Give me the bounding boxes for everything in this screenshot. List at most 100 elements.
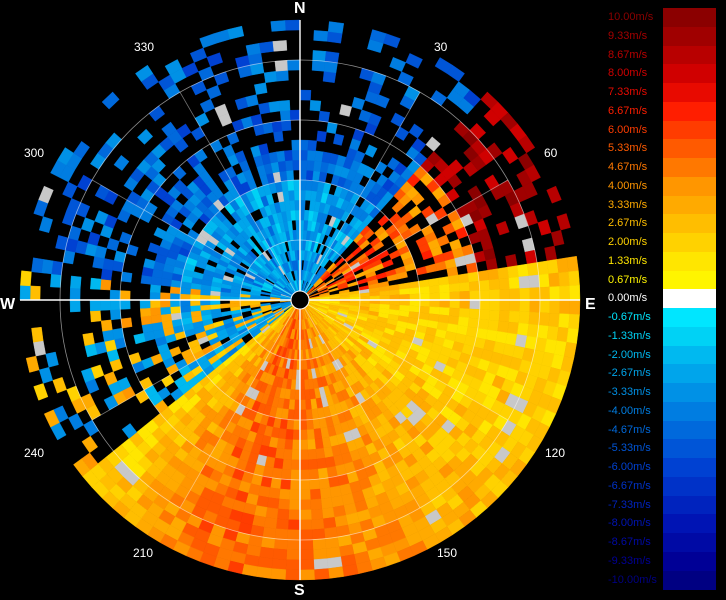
velocity-bin	[271, 120, 283, 133]
legend-swatch	[663, 176, 716, 196]
velocity-bin	[276, 508, 290, 520]
legend-label: 2.00m/s	[608, 236, 648, 248]
velocity-bin	[303, 379, 310, 391]
velocity-bin	[176, 123, 192, 139]
velocity-bin	[276, 150, 286, 162]
velocity-bin	[322, 517, 337, 529]
velocity-bin	[169, 299, 181, 308]
velocity-bin	[538, 312, 550, 327]
velocity-bin	[430, 90, 448, 107]
velocity-bin	[429, 299, 441, 308]
velocity-bin	[161, 121, 177, 138]
legend-swatch	[663, 8, 716, 27]
velocity-bin	[469, 299, 481, 310]
velocity-bin	[38, 367, 53, 384]
velocity-bin	[307, 140, 317, 152]
velocity-bin	[308, 468, 320, 480]
velocity-bin	[528, 274, 540, 289]
velocity-bin	[307, 448, 317, 460]
velocity-bin	[428, 277, 440, 287]
velocity-bin	[524, 164, 541, 183]
legend-swatch	[663, 570, 716, 590]
legend-swatch	[663, 401, 716, 421]
velocity-bin	[508, 310, 520, 324]
velocity-bin	[295, 379, 301, 391]
velocity-bin	[209, 303, 221, 310]
velocity-bin	[509, 288, 521, 301]
velocity-bin	[209, 299, 221, 305]
legend-swatch	[663, 458, 716, 477]
velocity-bin	[312, 418, 321, 430]
velocity-bin	[274, 528, 289, 540]
velocity-bin	[45, 351, 59, 368]
velocity-bin	[468, 308, 480, 320]
velocity-bin	[517, 263, 529, 278]
velocity-bin	[120, 317, 133, 329]
velocity-bin	[148, 105, 166, 122]
velocity-bin	[367, 113, 382, 127]
velocity-bin	[240, 307, 252, 313]
velocity-bin	[548, 272, 560, 288]
legend-label: 0.67m/s	[608, 273, 648, 286]
legend-label: 3.33m/s	[608, 198, 648, 211]
legend-swatch	[663, 383, 716, 402]
velocity-bin	[80, 217, 95, 233]
velocity-bin	[313, 30, 329, 42]
velocity-bin	[439, 307, 451, 316]
azimuth-spoke	[299, 179, 509, 301]
velocity-bin	[159, 299, 171, 308]
velocity-bin	[485, 258, 498, 271]
velocity-bin	[459, 290, 471, 301]
velocity-bin	[226, 131, 240, 145]
velocity-bin	[179, 299, 191, 307]
velocity-bin	[294, 199, 301, 211]
velocity-bin	[507, 265, 520, 279]
velocity-bin	[308, 458, 318, 470]
velocity-bin	[409, 287, 421, 295]
legend-label: -6.67m/s	[608, 479, 651, 492]
velocity-bin	[379, 290, 391, 297]
velocity-bin	[299, 529, 313, 541]
velocity-bin	[70, 275, 82, 289]
velocity-bin	[457, 273, 470, 284]
velocity-bin	[299, 149, 309, 161]
velocity-bin	[100, 319, 113, 332]
velocity-bin	[318, 110, 330, 123]
velocity-bin	[389, 299, 401, 306]
velocity-bin	[299, 509, 312, 521]
velocity-bin	[299, 469, 310, 481]
velocity-bin	[199, 304, 211, 311]
velocity-bin	[271, 467, 283, 480]
degree-label-60: 60	[544, 146, 558, 160]
velocity-bin	[25, 355, 40, 373]
velocity-bin	[67, 225, 82, 241]
velocity-bin	[374, 161, 388, 175]
velocity-bin	[100, 268, 113, 281]
velocity-bin	[179, 293, 191, 301]
legend-swatch	[663, 308, 716, 327]
velocity-bin	[459, 299, 471, 310]
velocity-bin	[425, 263, 438, 274]
radar-velocity-display	[19, 19, 581, 581]
velocity-bin	[50, 273, 62, 288]
legend-swatch	[663, 101, 716, 121]
velocity-bin	[198, 66, 215, 82]
velocity-bin	[299, 179, 307, 191]
velocity-bin	[150, 314, 162, 324]
velocity-bin	[303, 369, 309, 381]
velocity-bin	[408, 280, 420, 289]
velocity-bin	[284, 149, 293, 161]
velocity-bin	[389, 294, 401, 301]
velocity-bin	[277, 160, 287, 172]
velocity-bin	[518, 275, 530, 289]
velocity-bin	[318, 477, 330, 490]
degree-label-210: 210	[133, 546, 154, 560]
velocity-bin	[272, 548, 288, 560]
velocity-bin	[394, 126, 410, 141]
legend-swatch	[663, 326, 716, 346]
velocity-bin	[312, 548, 328, 560]
velocity-bin	[419, 299, 431, 308]
velocity-bin	[285, 429, 294, 441]
velocity-bin	[518, 135, 536, 154]
velocity-bin	[282, 458, 292, 470]
